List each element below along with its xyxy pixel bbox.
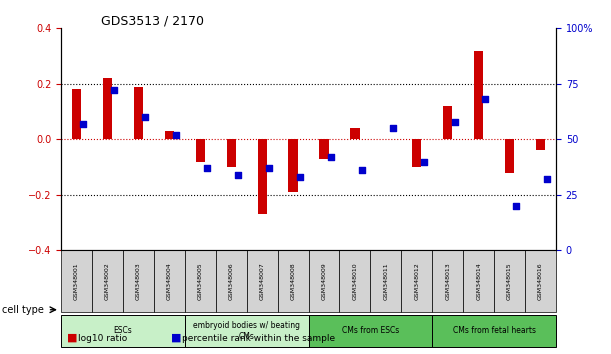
Text: embryoid bodies w/ beating
CMs: embryoid bodies w/ beating CMs (193, 321, 300, 341)
FancyBboxPatch shape (340, 250, 370, 312)
Point (511, 203, 521, 209)
Bar (320, 139, 329, 159)
Text: GSM348003: GSM348003 (136, 262, 141, 300)
Point (295, 174, 305, 180)
Bar (443, 106, 452, 139)
Text: ■: ■ (171, 333, 181, 343)
Point (264, 165, 274, 171)
Point (109, 88, 119, 93)
Text: GSM348010: GSM348010 (353, 262, 357, 300)
Point (326, 154, 335, 160)
Text: ESCs: ESCs (114, 326, 133, 336)
Text: GSM348012: GSM348012 (414, 262, 419, 300)
Text: GSM348009: GSM348009 (321, 262, 326, 300)
FancyBboxPatch shape (216, 250, 247, 312)
Bar (72, 89, 81, 139)
FancyBboxPatch shape (525, 250, 556, 312)
Bar (134, 87, 143, 139)
Text: CMs from fetal hearts: CMs from fetal hearts (453, 326, 536, 336)
FancyBboxPatch shape (433, 250, 463, 312)
Bar (412, 139, 422, 167)
Text: GSM348005: GSM348005 (198, 262, 203, 300)
Point (543, 177, 552, 182)
Text: GSM348013: GSM348013 (445, 262, 450, 300)
Point (450, 119, 459, 124)
Bar (350, 128, 360, 139)
Text: GSM348011: GSM348011 (383, 262, 389, 300)
Point (78, 121, 88, 127)
Text: GDS3513 / 2170: GDS3513 / 2170 (101, 14, 203, 27)
Bar (165, 131, 174, 139)
Text: GSM348016: GSM348016 (538, 262, 543, 300)
Bar (227, 139, 236, 167)
Text: cell type: cell type (2, 305, 44, 315)
Point (141, 114, 150, 120)
FancyBboxPatch shape (309, 315, 433, 347)
FancyBboxPatch shape (92, 250, 123, 312)
FancyBboxPatch shape (370, 250, 401, 312)
Point (481, 97, 491, 102)
Bar (505, 139, 514, 173)
Point (357, 167, 367, 173)
FancyBboxPatch shape (154, 250, 185, 312)
Point (233, 172, 243, 178)
FancyBboxPatch shape (123, 250, 154, 312)
Point (171, 132, 181, 138)
Text: log10 ratio: log10 ratio (78, 333, 128, 343)
Text: GSM348008: GSM348008 (291, 262, 296, 300)
FancyBboxPatch shape (61, 250, 92, 312)
Point (419, 159, 428, 164)
Bar (103, 78, 112, 139)
FancyBboxPatch shape (401, 250, 433, 312)
Bar (474, 51, 483, 139)
Bar (196, 139, 205, 161)
FancyBboxPatch shape (185, 250, 216, 312)
FancyBboxPatch shape (494, 250, 525, 312)
Text: GSM348014: GSM348014 (476, 262, 481, 300)
Text: GSM348006: GSM348006 (229, 262, 234, 300)
Point (202, 165, 212, 171)
FancyBboxPatch shape (309, 250, 340, 312)
Text: CMs from ESCs: CMs from ESCs (342, 326, 399, 336)
Bar (536, 139, 545, 150)
Text: GSM348007: GSM348007 (260, 262, 265, 300)
Point (388, 125, 398, 131)
Text: GSM348001: GSM348001 (74, 262, 79, 300)
Text: percentile rank within the sample: percentile rank within the sample (182, 333, 335, 343)
Bar (257, 139, 267, 214)
Text: GSM348015: GSM348015 (507, 262, 512, 300)
FancyBboxPatch shape (277, 250, 309, 312)
Text: GSM348002: GSM348002 (105, 262, 110, 300)
Text: ■: ■ (67, 333, 78, 343)
Text: GSM348004: GSM348004 (167, 262, 172, 300)
Bar (288, 139, 298, 192)
FancyBboxPatch shape (247, 250, 277, 312)
FancyBboxPatch shape (61, 315, 185, 347)
FancyBboxPatch shape (463, 250, 494, 312)
FancyBboxPatch shape (433, 315, 556, 347)
FancyBboxPatch shape (185, 315, 309, 347)
